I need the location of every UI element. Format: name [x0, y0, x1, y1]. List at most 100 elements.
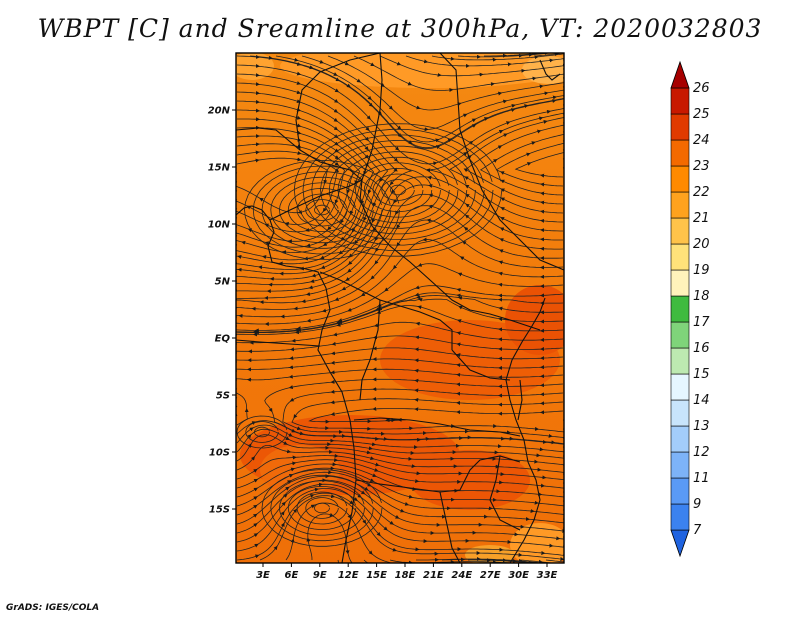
streamline [261, 171, 383, 249]
streamline [449, 117, 564, 214]
colorbar-swatch [670, 165, 690, 193]
lat-label: 5S [216, 391, 230, 402]
colorbar-swatch [670, 347, 690, 375]
streamline-arrow [566, 142, 569, 143]
streamline [236, 176, 563, 286]
colorbar-label: 21 [693, 211, 710, 226]
lon-label: 27E [480, 570, 501, 581]
streamline [236, 459, 564, 489]
lon-label: 6E [285, 570, 299, 581]
colorbar-label: 14 [693, 393, 710, 408]
streamline [287, 187, 357, 232]
colorbar-label: 11 [693, 471, 710, 486]
coastlines-and-borders [236, 53, 564, 563]
lat-label: 15N [208, 163, 231, 174]
streamline [464, 124, 564, 205]
streamline [379, 55, 564, 77]
colorbar-overflow-triangle [670, 60, 690, 89]
streamline [270, 474, 374, 542]
streamline [236, 428, 564, 459]
streamline [236, 285, 564, 331]
streamline [236, 109, 375, 261]
streamline [285, 502, 394, 563]
streamlines [227, 53, 572, 569]
grads-credit: GrADS: IGES/COLA [6, 603, 100, 613]
streamline [245, 421, 279, 443]
streamline [346, 156, 450, 224]
lat-label: 10S [209, 448, 230, 459]
map-frame [235, 52, 565, 564]
colorbar-swatch [670, 425, 690, 453]
lat-label: 15S [209, 505, 230, 516]
colorbar-label: 25 [693, 107, 710, 122]
colorbar-swatch [670, 477, 690, 505]
lat-label: 5N [215, 277, 231, 288]
streamline [254, 426, 270, 438]
streamline [563, 564, 572, 565]
streamline [381, 179, 415, 201]
colorbar-label: 24 [693, 133, 710, 148]
streamline [428, 112, 564, 223]
streamline [327, 55, 564, 111]
colorbar-swatch [670, 113, 690, 141]
streamline [236, 292, 564, 333]
streamline [509, 53, 552, 57]
colorbar-label: 7 [693, 523, 702, 538]
colorbar-label: 20 [693, 237, 710, 252]
colorbar-swatch [670, 451, 690, 479]
streamline [296, 491, 348, 525]
colorbar-swatch [670, 87, 690, 115]
streamline [355, 162, 441, 218]
streamline [236, 82, 397, 275]
streamline [270, 176, 374, 244]
streamline [514, 152, 564, 178]
colorbar-swatch [670, 399, 690, 427]
streamline-arrow [228, 208, 231, 209]
streamline [291, 398, 564, 433]
streamline [236, 424, 564, 453]
streamline [236, 298, 564, 333]
streamline [236, 347, 564, 361]
streamline [236, 321, 564, 344]
streamline [236, 193, 564, 300]
streamline-arrow [567, 151, 570, 152]
streamline [468, 559, 536, 563]
colorbar-label: 16 [693, 341, 710, 356]
streamline-arrow [227, 230, 230, 231]
streamline [236, 150, 338, 225]
streamline-arrow [380, 568, 383, 569]
colorbar-swatch [670, 269, 690, 297]
streamline [282, 388, 564, 438]
streamline [535, 53, 564, 57]
lon-label: 24E [451, 570, 472, 581]
colorbar-swatch [670, 321, 690, 349]
streamline [275, 55, 564, 143]
streamline [236, 127, 361, 248]
streamline [236, 143, 345, 233]
colorbar-label: 23 [693, 159, 710, 174]
streamline [301, 55, 564, 130]
latitude-axis: 20N 15N 10N 5N EQ 5S 10S 15S [208, 106, 236, 516]
streamline [236, 471, 564, 516]
colorbar-label: 18 [693, 289, 710, 304]
chart-title: WBPT [C] and Sreamline at 300hPa, VT: 20… [37, 14, 763, 43]
colorbar-label: 17 [693, 315, 710, 330]
streamline [236, 335, 564, 352]
colorbar-label: 22 [693, 185, 710, 200]
streamline [236, 415, 288, 449]
streamline [236, 420, 564, 445]
colorbar-label: 26 [693, 81, 710, 96]
streamline [390, 184, 406, 196]
colorbar-label: 15 [693, 367, 710, 382]
streamline [372, 173, 424, 207]
streamline [296, 193, 348, 227]
lat-label: 20N [208, 106, 231, 117]
colorbar-swatch [670, 503, 690, 531]
colorbar-label: 9 [693, 497, 701, 512]
streamline [236, 463, 564, 498]
colorbar-swatch [670, 295, 690, 323]
streamline [314, 502, 330, 514]
lon-label: 9E [313, 570, 327, 581]
streamline [279, 480, 365, 536]
